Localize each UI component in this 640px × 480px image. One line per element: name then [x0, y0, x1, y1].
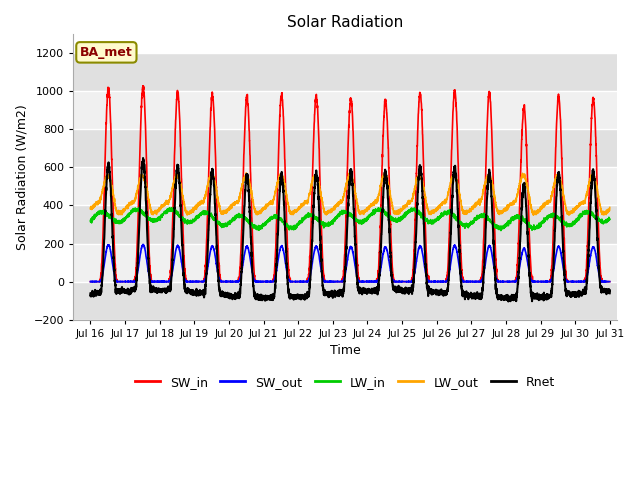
Line: LW_in: LW_in: [90, 208, 610, 230]
Title: Solar Radiation: Solar Radiation: [287, 15, 403, 30]
LW_out: [438, 202, 445, 208]
Rnet: [140, 155, 147, 161]
Text: BA_met: BA_met: [80, 46, 132, 59]
Line: SW_in: SW_in: [90, 86, 610, 282]
Rnet: [438, 290, 445, 296]
Bar: [73, 91, 617, 129]
SW_out: [438, 279, 445, 285]
Bar: [73, 205, 617, 243]
LW_in: [606, 216, 614, 222]
SW_out: [606, 279, 614, 285]
SW_out: [605, 279, 613, 285]
SW_in: [606, 279, 614, 285]
SW_out: [331, 279, 339, 285]
LW_out: [86, 206, 94, 212]
Rnet: [496, 295, 504, 301]
LW_out: [331, 204, 339, 210]
SW_in: [331, 279, 339, 285]
Bar: [73, 168, 617, 205]
LW_out: [605, 208, 613, 214]
LW_out: [606, 204, 614, 210]
SW_out: [180, 273, 188, 279]
Rnet: [331, 293, 339, 299]
Bar: [73, 129, 617, 168]
SW_in: [140, 83, 147, 89]
LW_in: [180, 217, 188, 223]
X-axis label: Time: Time: [330, 344, 360, 357]
LW_in: [168, 205, 175, 211]
Bar: [73, 53, 617, 91]
LW_in: [467, 221, 474, 227]
LW_out: [180, 198, 188, 204]
Bar: [73, 282, 617, 320]
Y-axis label: Solar Radiation (W/m2): Solar Radiation (W/m2): [15, 104, 28, 250]
SW_out: [496, 279, 504, 285]
SW_out: [467, 279, 474, 285]
Rnet: [180, 272, 188, 277]
Line: SW_out: SW_out: [90, 244, 610, 282]
LW_out: [530, 212, 538, 218]
Rnet: [606, 290, 614, 296]
LW_in: [605, 216, 613, 222]
SW_in: [438, 279, 445, 285]
LW_out: [496, 209, 504, 215]
LW_in: [331, 218, 339, 224]
Rnet: [504, 299, 512, 304]
Legend: SW_in, SW_out, LW_in, LW_out, Rnet: SW_in, SW_out, LW_in, LW_out, Rnet: [130, 371, 560, 394]
LW_in: [86, 218, 94, 224]
Line: Rnet: Rnet: [90, 158, 610, 301]
Line: LW_out: LW_out: [90, 173, 610, 215]
SW_in: [605, 279, 613, 285]
SW_in: [180, 249, 188, 254]
LW_in: [497, 228, 505, 233]
Rnet: [86, 290, 94, 296]
Rnet: [605, 287, 613, 292]
SW_out: [86, 279, 94, 285]
SW_in: [496, 279, 504, 285]
SW_in: [86, 279, 94, 285]
SW_in: [467, 279, 474, 285]
Rnet: [467, 293, 474, 299]
LW_out: [467, 207, 474, 213]
SW_out: [140, 241, 147, 247]
Bar: [73, 243, 617, 282]
LW_in: [496, 226, 504, 231]
LW_in: [438, 213, 445, 219]
LW_out: [243, 170, 250, 176]
